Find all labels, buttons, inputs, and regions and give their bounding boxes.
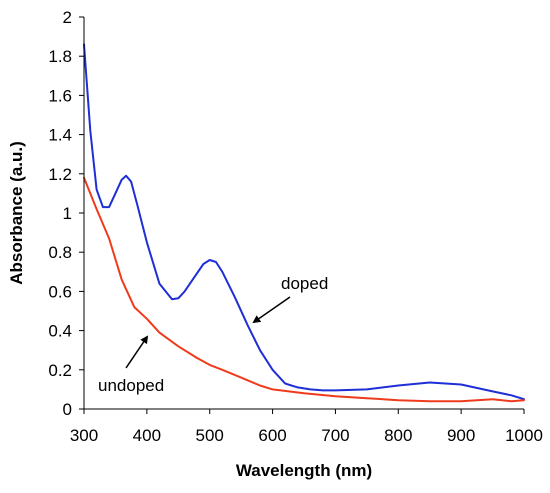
y-tick-label: 0.4	[48, 322, 72, 341]
x-tick-label: 1000	[505, 426, 543, 445]
x-tick-label: 800	[384, 426, 412, 445]
series-layer	[83, 43, 525, 403]
y-tick-label: 0.8	[48, 243, 72, 262]
x-tick-label: 500	[196, 426, 224, 445]
y-tick-label: 0.6	[48, 282, 72, 301]
undoped-arrow	[125, 335, 149, 369]
doped-arrow	[252, 296, 291, 324]
x-tick-label: 900	[447, 426, 475, 445]
y-tick-label: 1.6	[48, 86, 72, 105]
y-tick-label: 1.2	[48, 165, 72, 184]
undoped-series-line	[83, 176, 525, 403]
x-tick-label: 400	[133, 426, 161, 445]
y-tick-label: 1.4	[48, 126, 72, 145]
x-tick-label: 600	[258, 426, 286, 445]
axes	[83, 17, 524, 410]
y-tick-label: 0.2	[48, 361, 72, 380]
doped-series-line	[83, 43, 525, 401]
y-tick-label: 2	[63, 8, 72, 27]
annotations: doped undoped	[98, 274, 328, 395]
y-axis-title: Absorbance (a.u.)	[7, 141, 26, 285]
doped-annotation: doped	[281, 274, 328, 293]
x-tick-label: 700	[321, 426, 349, 445]
y-tick-label: 1	[63, 204, 72, 223]
x-tick-label: 300	[70, 426, 98, 445]
undoped-annotation: undoped	[98, 376, 164, 395]
y-tick-label: 1.8	[48, 47, 72, 66]
y-tick-label: 0	[63, 400, 72, 419]
ticks: 300 400 500 600 700 800 900 1000 0 0.2 0.4 0.6 0.8 1 1…	[48, 8, 543, 445]
x-axis-title: Wavelength (nm)	[236, 461, 372, 480]
